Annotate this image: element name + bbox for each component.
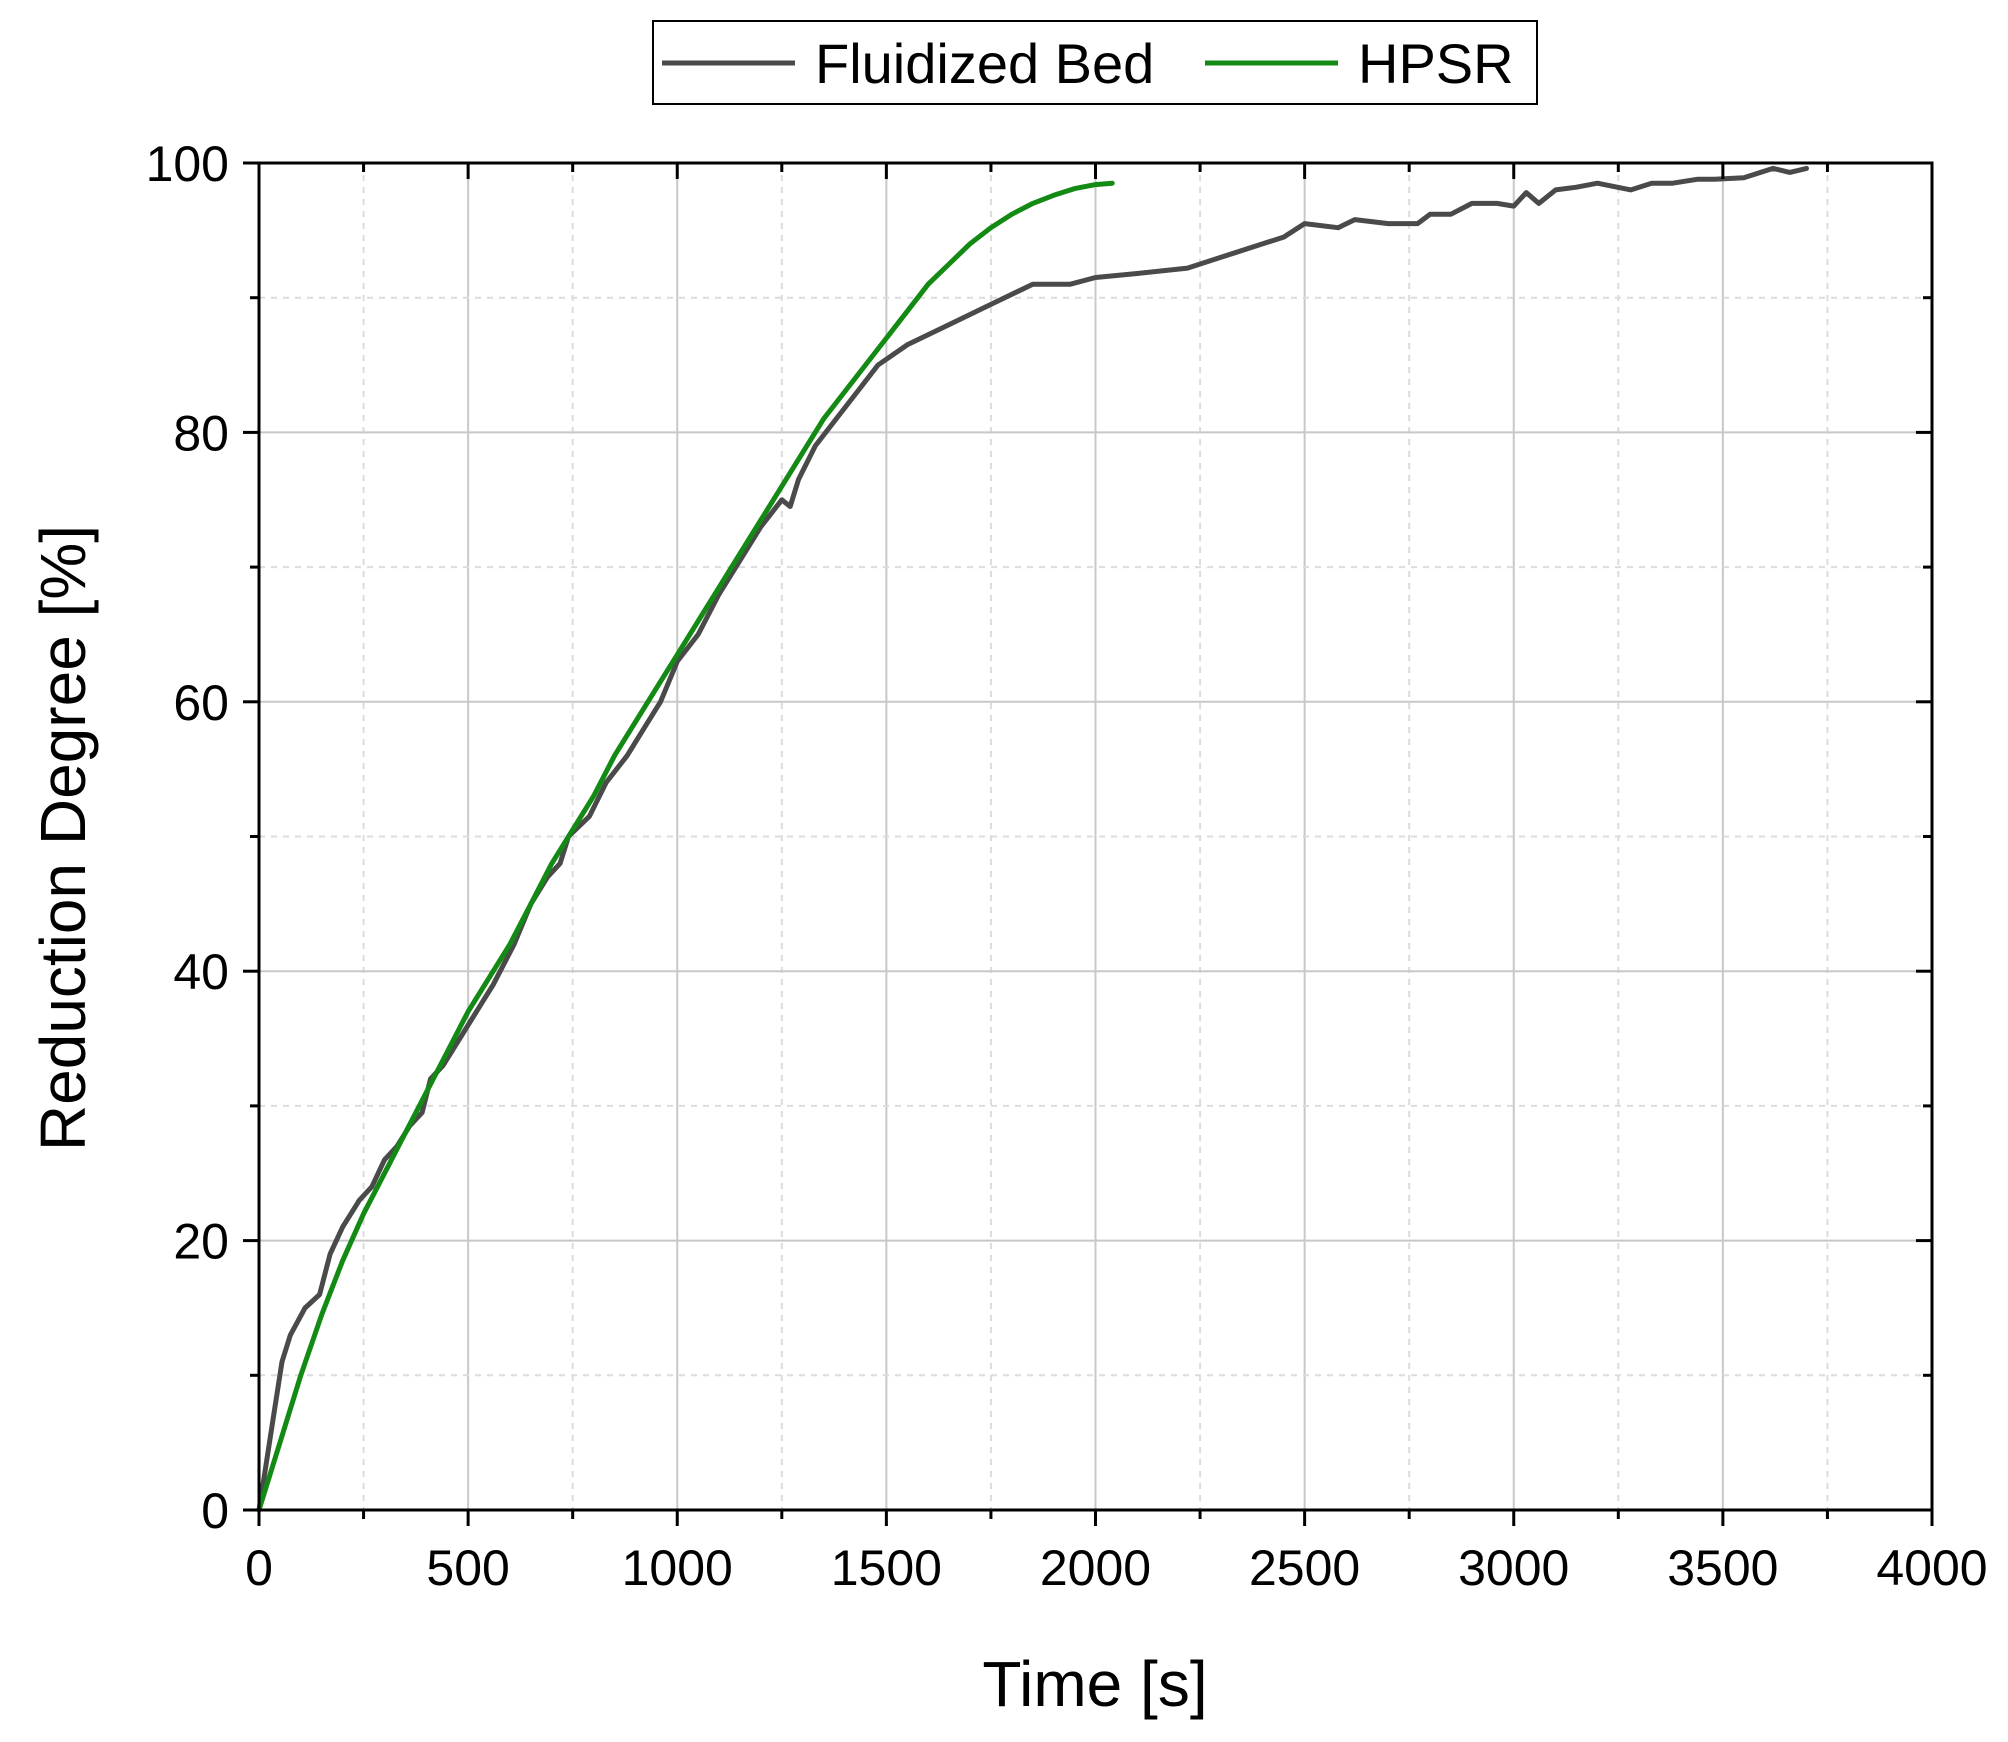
series-line-hpsr <box>256 180 1115 1513</box>
x-tick-label: 500 <box>426 1540 509 1596</box>
x-tick-label: 1000 <box>622 1540 733 1596</box>
legend-label-hpsr: HPSR <box>1358 32 1514 95</box>
y-tick-label: 60 <box>173 675 229 731</box>
x-tick-label: 3500 <box>1667 1540 1778 1596</box>
x-tick-label: 0 <box>245 1540 273 1596</box>
axes: 0 500 1000 1500 2000 2500 3000 3500 4000 0 20 40 60 8… <box>146 136 1988 1596</box>
x-tick-label: 4000 <box>1876 1540 1987 1596</box>
y-tick-label: 80 <box>173 405 229 461</box>
legend-label-fluidized-bed: Fluidized Bed <box>815 32 1154 95</box>
series-lines <box>256 165 1809 1513</box>
y-tick-label: 100 <box>146 136 229 192</box>
legend-box <box>652 20 1538 105</box>
grid <box>259 163 1932 1510</box>
y-tick-label: 40 <box>173 944 229 1000</box>
x-axis-title: Time [s] <box>982 1648 1207 1720</box>
x-tick-label: 2500 <box>1249 1540 1360 1596</box>
y-tick-label: 20 <box>173 1214 229 1270</box>
legend: Fluidized Bed HPSR <box>652 20 1538 105</box>
x-tick-label: 1500 <box>831 1540 942 1596</box>
y-axis-title: Reduction Degree [%] <box>27 525 99 1151</box>
x-tick-label: 2000 <box>1040 1540 1151 1596</box>
y-tick-label: 0 <box>201 1483 229 1539</box>
x-tick-label: 3000 <box>1458 1540 1569 1596</box>
